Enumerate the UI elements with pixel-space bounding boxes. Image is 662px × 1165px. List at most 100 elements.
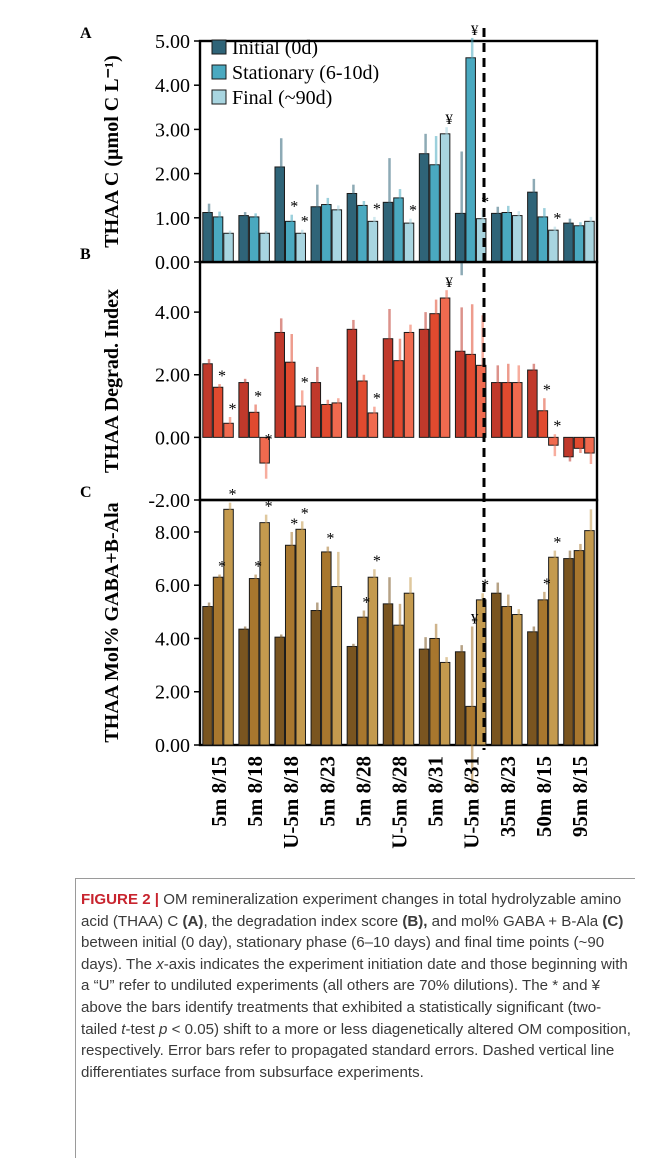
significance-yen: ¥: [445, 275, 453, 291]
bar: [346, 328, 358, 438]
caption-ref-b: (B),: [402, 912, 428, 930]
bar: [429, 637, 440, 746]
bar: [429, 164, 440, 263]
bar: [274, 166, 285, 263]
y-tick-label: 4.00: [155, 628, 190, 650]
bar: [331, 209, 343, 263]
legend-label: Initial (0d): [232, 37, 318, 59]
y-tick-label: 4.00: [155, 75, 190, 97]
significance-star: *: [543, 576, 551, 593]
significance-star: *: [218, 559, 226, 576]
bar: [321, 204, 332, 263]
significance-star: *: [218, 368, 226, 385]
y-tick-label: 1.00: [155, 208, 190, 230]
bar: [403, 592, 415, 746]
bar: [382, 603, 394, 746]
legend-label: Stationary (6-10d): [232, 62, 379, 84]
caption-text-7: < 0.05) shift to a more or less diagenet…: [81, 1020, 631, 1081]
significance-yen: ¥: [471, 611, 479, 627]
panel-a: 0.00 1.00 2.00 3.00 4.00 5.00 THAA C (µmol C L…: [80, 23, 599, 276]
bar: [393, 197, 404, 263]
bar: [274, 331, 285, 438]
y-axis-label: THAA Degrad. Index: [101, 289, 123, 473]
caption-left-rule: [75, 878, 76, 1158]
bar: [284, 544, 296, 746]
bar: [274, 636, 285, 746]
bar: [439, 133, 451, 263]
panel-c: 0.00 2.00 4.00 6.00 8.00 THAA Mol% GABA+B-Ala…: [80, 484, 599, 787]
significance-star: *: [301, 214, 309, 231]
bar: [284, 361, 296, 438]
bar: [212, 576, 224, 746]
bar: [537, 599, 549, 746]
bar: [248, 216, 260, 263]
bar: [573, 436, 585, 449]
bar: [548, 229, 559, 263]
y-tick-label: -2.00: [148, 490, 190, 512]
bar: [310, 382, 322, 438]
bar: [223, 232, 234, 263]
significance-star: *: [373, 553, 381, 570]
bar: [491, 382, 502, 438]
x-tick-label: 5m 8/31: [424, 756, 448, 827]
bar: [527, 369, 538, 438]
bar: [465, 705, 476, 746]
bar: [202, 211, 213, 263]
significance-star: *: [553, 211, 561, 228]
bar: [284, 220, 296, 263]
significance-yen: ¥: [471, 23, 479, 39]
bar: [548, 556, 559, 746]
caption-label: FIGURE 2 |: [81, 891, 160, 908]
bar: [454, 651, 466, 746]
bar: [465, 57, 476, 263]
bar: [403, 222, 415, 263]
bar: [584, 530, 595, 746]
significance-yen: ¥: [445, 112, 453, 128]
bar: [403, 331, 415, 438]
caption-p-italic: p: [159, 1020, 168, 1038]
bar: [429, 313, 440, 438]
bar: [238, 382, 249, 438]
bar: [548, 436, 559, 446]
significance-star: *: [301, 505, 309, 522]
significance-star: *: [553, 418, 561, 435]
bar: [512, 614, 523, 746]
y-tick-label: 4.00: [155, 302, 190, 324]
caption-ref-c: (C): [602, 912, 624, 930]
x-tick-label: 5m 8/18: [243, 756, 267, 827]
bar: [501, 211, 513, 263]
bar: [346, 192, 358, 263]
caption-text-2: , the degradation index score: [203, 912, 403, 930]
x-tick-label: U-5m 8/31: [460, 756, 484, 849]
bar: [501, 606, 513, 746]
figure-2-chart: 0.00 1.00 2.00 3.00 4.00 5.00 THAA C (µmol C L…: [80, 23, 599, 849]
caption-text-1: OM remineralization experiment changes i…: [81, 891, 622, 930]
bar: [439, 297, 451, 438]
bar: [393, 624, 404, 746]
bar: [475, 364, 487, 438]
bar: [248, 411, 260, 438]
legend-swatch: [211, 89, 227, 105]
bar: [439, 661, 451, 746]
bar: [584, 220, 595, 263]
y-tick-label: 2.00: [155, 164, 190, 186]
y-tick-label: 0.00: [155, 735, 190, 757]
bar: [259, 522, 270, 746]
bar: [501, 382, 513, 438]
caption-box: FIGURE 2 | OM remineralization experimen…: [75, 878, 635, 1157]
x-tick-label: U-5m 8/18: [279, 756, 303, 849]
significance-star: *: [373, 201, 381, 218]
bar: [491, 212, 502, 263]
y-tick-label: 0.00: [155, 252, 190, 274]
significance-star: *: [409, 203, 417, 220]
bar: [527, 191, 538, 263]
bar: [202, 606, 213, 746]
bar: [382, 201, 394, 263]
bar: [295, 232, 306, 263]
bar: [512, 382, 523, 438]
caption-text-5: -axis indicates the experiment initiatio…: [81, 955, 628, 1038]
bar: [357, 380, 368, 438]
panel-letter: B: [80, 246, 91, 263]
